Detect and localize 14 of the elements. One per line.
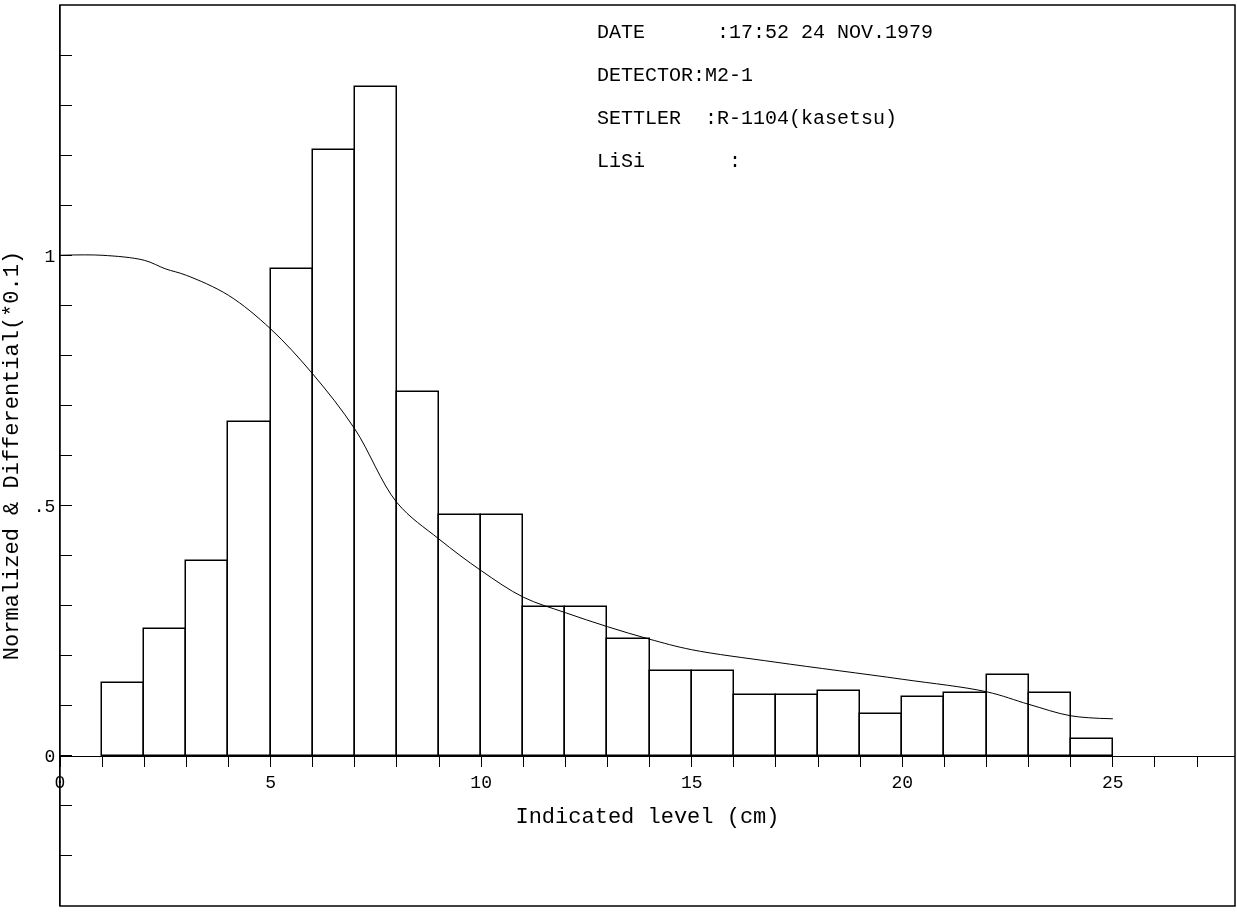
x-tick-label: 15	[680, 773, 703, 794]
y-tick-label: 1	[44, 246, 56, 267]
y-tick-label: 0	[44, 747, 56, 768]
y-axis-title: Normalized & Differential(*0.1)	[0, 250, 25, 661]
annotation: LiSi :	[597, 150, 742, 173]
x-tick-label: 25	[1102, 773, 1124, 794]
annotation: DATE :17:52 24 NOV.1979	[597, 21, 934, 44]
x-tick-label: 20	[891, 773, 914, 794]
y-tick-label: .5	[33, 496, 56, 517]
annotation: DETECTOR:M2-1	[597, 64, 754, 87]
x-tick-label: 5	[265, 773, 276, 794]
annotation: SETTLER :R-1104(kasetsu)	[597, 107, 898, 130]
x-axis-title: Indicated level (cm)	[515, 805, 780, 831]
x-tick-label: 10	[470, 773, 492, 794]
